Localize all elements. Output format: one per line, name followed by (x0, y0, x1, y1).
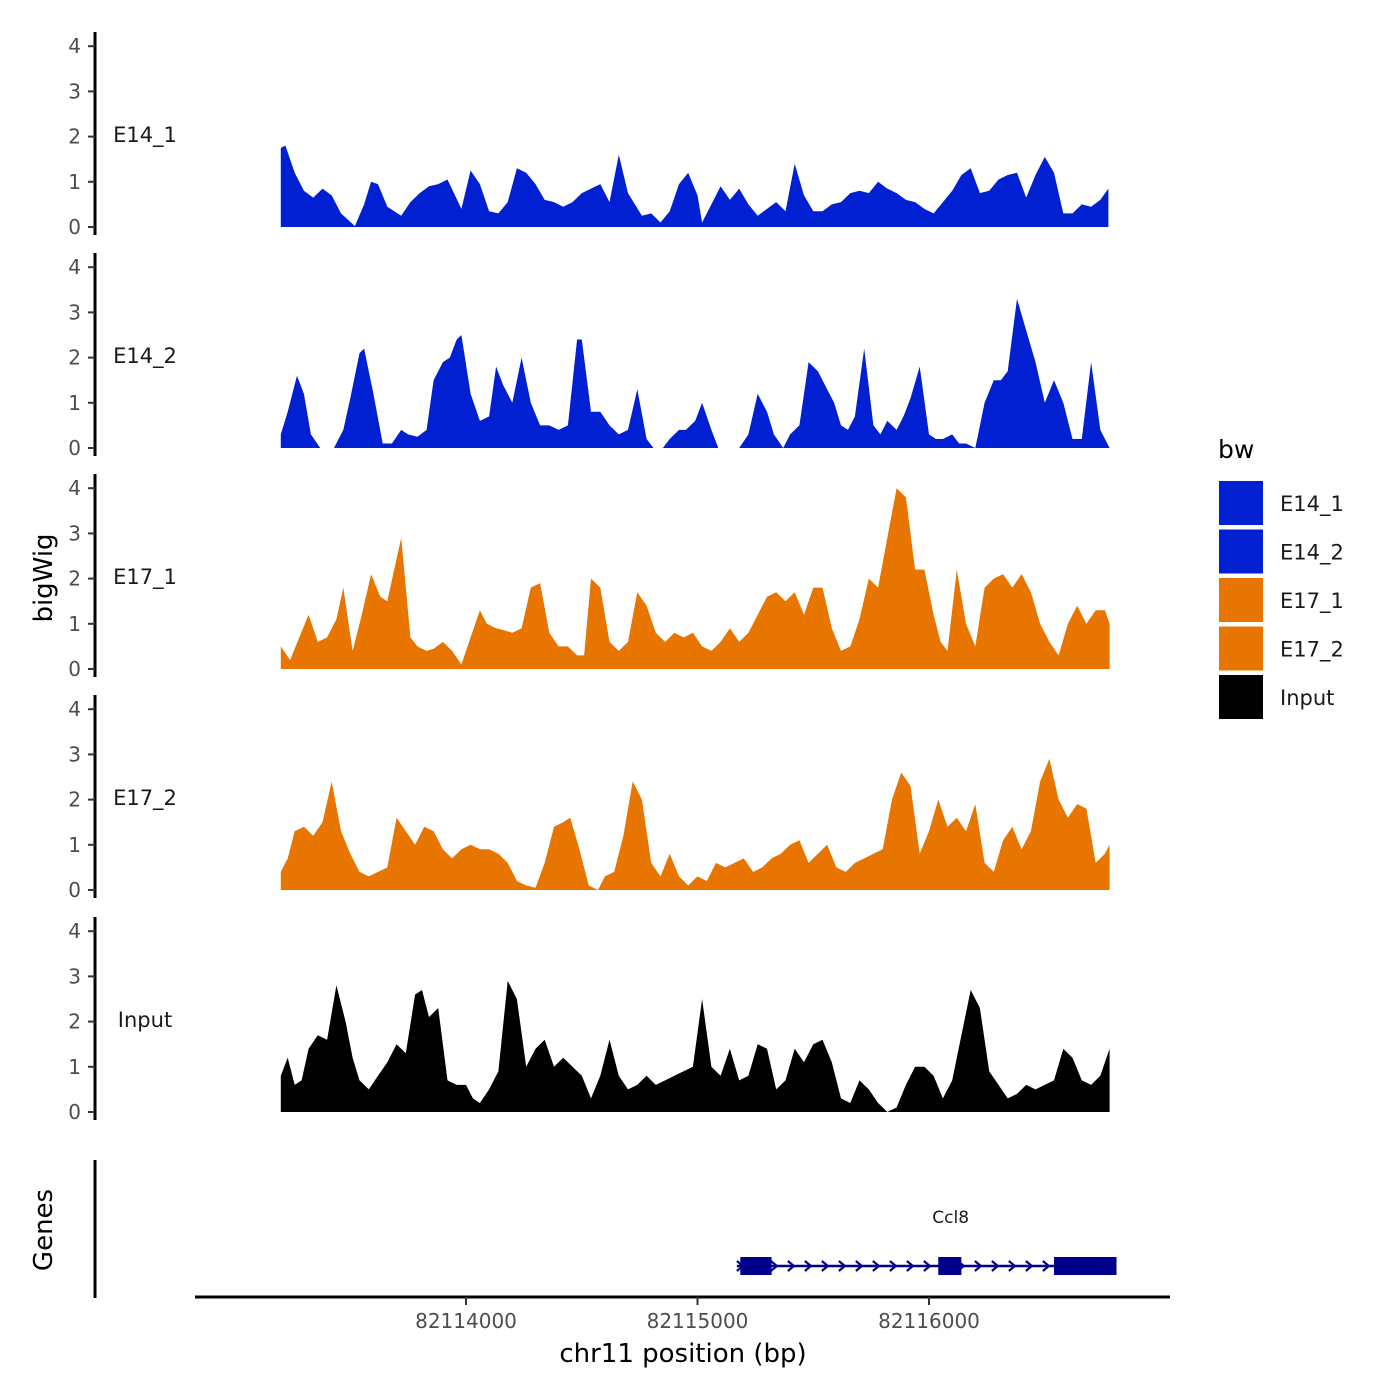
track-e17-1: 0 1 2 3 4 E17_1 (68, 474, 1110, 681)
legend-swatch (1219, 675, 1263, 719)
genes-axis-title: Genes (29, 1189, 59, 1271)
strand-chevron (872, 1260, 881, 1272)
y-tick-label: 4 (68, 255, 81, 279)
legend-label: E17_2 (1280, 638, 1344, 663)
x-tick-label: 82114000 (415, 1309, 517, 1333)
x-axis: 82114000 82115000 82116000 (195, 1295, 1170, 1333)
genes-panel: Ccl8 (93, 1160, 1117, 1298)
strand-chevron (787, 1260, 796, 1272)
exon-block (1054, 1257, 1117, 1275)
y-tick-label: 3 (68, 742, 81, 766)
y-tick-label: 3 (68, 521, 81, 545)
track-label: E17_2 (113, 786, 177, 811)
y-tick-label: 1 (68, 170, 81, 194)
coverage-area-e14-2 (280, 298, 1110, 448)
legend-swatch (1219, 529, 1263, 574)
y-tick-label: 0 (68, 215, 81, 239)
y-tick-label: 1 (68, 833, 81, 857)
y-tick-label: 1 (68, 391, 81, 415)
legend-label: E14_1 (1280, 492, 1344, 517)
gene-name-label: Ccl8 (932, 1208, 969, 1228)
coverage-area-e17-2 (280, 758, 1110, 890)
legend-label: E17_1 (1280, 589, 1344, 614)
y-tick-label: 2 (68, 1010, 81, 1034)
strand-chevron (923, 1260, 932, 1272)
x-tick-label: 82116000 (878, 1309, 980, 1333)
x-tick-label: 82115000 (647, 1309, 749, 1333)
coverage-area-input (280, 980, 1110, 1112)
y-tick-label: 3 (68, 964, 81, 988)
y-tick-label: 0 (68, 1100, 81, 1124)
legend-title: bw (1218, 435, 1254, 464)
track-label: E14_1 (113, 123, 177, 148)
strand-chevron (770, 1260, 779, 1272)
legend-label: Input (1280, 686, 1334, 710)
y-tick-label: 1 (68, 612, 81, 636)
legend-swatch (1219, 626, 1263, 671)
y-tick-label: 2 (68, 567, 81, 591)
y-tick-label: 4 (68, 476, 81, 500)
y-tick-label: 0 (68, 436, 81, 460)
track-e14-1: 0 1 2 3 4 E14_1 (68, 32, 1109, 239)
x-axis-title: chr11 position (bp) (559, 1339, 806, 1369)
y-tick-label: 4 (68, 919, 81, 943)
track-e17-2: 0 1 2 3 4 E17_2 (68, 695, 1110, 902)
track-label: E17_1 (113, 565, 177, 590)
y-tick-label: 3 (68, 300, 81, 324)
y-tick-label: 3 (68, 79, 81, 103)
legend-swatch (1219, 578, 1263, 622)
y-tick-label: 4 (68, 34, 81, 58)
strand-chevron (838, 1260, 847, 1272)
strand-chevron (1008, 1260, 1017, 1272)
y-tick-label: 2 (68, 346, 81, 370)
strand-chevron (1025, 1260, 1034, 1272)
legend: bw E14_1 E14_2 E17_1 E17_2 Input (1218, 435, 1344, 719)
y-tick-label: 1 (68, 1055, 81, 1079)
strand-chevron (821, 1260, 830, 1272)
y-tick-label: 0 (68, 657, 81, 681)
legend-label: E14_2 (1280, 541, 1344, 566)
track-panels: 0 1 2 3 4 E14_1 0 1 2 3 4 E14_2 0 1 2 3 4 E17_1 0 1 2 3 4 E17_2… (68, 32, 1110, 1124)
track-input: 0 1 2 3 4 Input (68, 917, 1110, 1124)
strand-chevron (855, 1260, 864, 1272)
y-tick-label: 2 (68, 788, 81, 812)
coverage-area-e14-1 (280, 145, 1109, 227)
exon-block (938, 1257, 962, 1275)
coverage-area-e17-1 (280, 488, 1110, 669)
track-label: Input (118, 1008, 172, 1032)
y-tick-label: 2 (68, 125, 81, 149)
y-tick-label: 0 (68, 878, 81, 902)
strand-chevron (1042, 1260, 1051, 1272)
track-label: E14_2 (113, 344, 177, 369)
exon-block (740, 1257, 772, 1275)
strand-chevron (991, 1260, 1000, 1272)
track-e14-2: 0 1 2 3 4 E14_2 (68, 253, 1110, 460)
legend-swatch (1219, 481, 1263, 525)
y-tick-label: 4 (68, 697, 81, 721)
strand-chevron (804, 1260, 813, 1272)
gene-ccl8: Ccl8 (736, 1208, 1117, 1275)
strand-chevron (974, 1260, 983, 1272)
strand-chevron (906, 1260, 915, 1272)
y-axis-title: bigWig (29, 533, 59, 622)
strand-chevron (889, 1260, 898, 1272)
